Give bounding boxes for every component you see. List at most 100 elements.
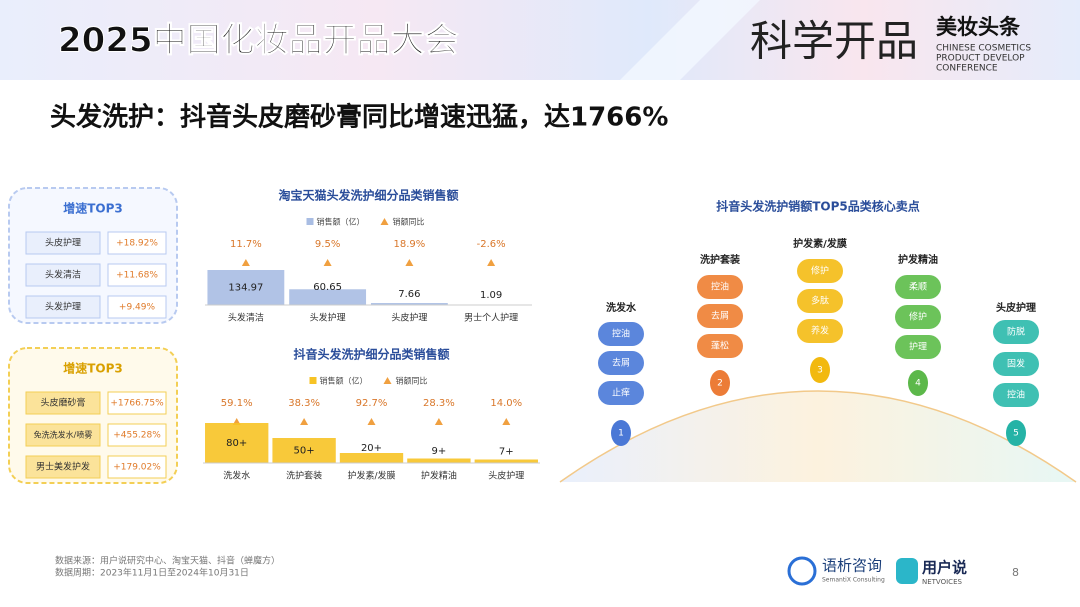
x-tick-label: 洗发水 [223, 470, 250, 482]
growth-marker [323, 259, 332, 266]
point-label: 护理 [909, 341, 927, 353]
x-tick-label: 护发素/发膜 [347, 470, 395, 482]
rank-marker [810, 357, 830, 383]
slide-title: 头发洗护：抖音头皮磨砂膏同比增速迅猛，达1766% [50, 102, 668, 133]
point-label: 柔顺 [909, 282, 927, 293]
point-label: 多肽 [811, 295, 829, 307]
row-label-box [25, 231, 101, 255]
point-label: 止痒 [612, 387, 630, 399]
growth-marker [434, 418, 443, 425]
point-label: 控油 [612, 328, 630, 340]
growth-label: 38.3% [288, 398, 320, 409]
bar [205, 423, 269, 463]
rank-marker [710, 370, 730, 396]
x-tick-label: 头皮护理 [488, 470, 524, 482]
event-title: 2025中国化妆品开品大会 [58, 21, 459, 61]
brand-en: CHINESE COSMETICS [936, 44, 1031, 54]
column-label: 护发精油 [898, 253, 938, 266]
rank-number: 1 [618, 429, 624, 439]
logo2-en: NETVOICES [922, 578, 962, 586]
point-pill [993, 383, 1039, 407]
x-tick-label: 头发清洁 [228, 312, 264, 324]
brand-big: 科学开品 [750, 17, 918, 66]
growth-label: 9.5% [315, 239, 340, 250]
page-number: 8 [1012, 566, 1019, 579]
row-value: +455.28% [113, 431, 161, 441]
row-label-box [25, 263, 101, 287]
arc [559, 390, 1077, 483]
column-label: 洗护套装 [700, 253, 740, 266]
point-pill [598, 351, 644, 375]
point-label: 固发 [1007, 358, 1025, 370]
point-label: 蓬松 [711, 340, 729, 352]
bar-value: 9+ [432, 446, 447, 457]
point-pill [993, 320, 1039, 344]
header-decor [620, 0, 760, 80]
growth-label: 18.9% [393, 239, 425, 250]
x-tick-label: 头皮护理 [391, 312, 427, 324]
point-pill [598, 322, 644, 346]
growth-label: 28.3% [423, 398, 455, 409]
row-label: 男士美发护发 [36, 461, 90, 473]
column-label: 护发素/发膜 [793, 237, 847, 250]
point-label: 养发 [811, 325, 829, 337]
point-pill [797, 319, 843, 343]
panel-title: 增速TOP3 [63, 361, 123, 376]
logo2: 用户说 [922, 559, 967, 577]
growth-marker [405, 259, 414, 266]
rank-marker [1006, 420, 1026, 446]
row-value: +9.49% [119, 303, 156, 313]
legend-swatch [309, 377, 317, 384]
bar-value: 7.66 [398, 289, 420, 300]
growth-marker [300, 418, 309, 425]
header-band [0, 0, 1080, 80]
legend-label: 销额同比 [393, 217, 425, 227]
point-pill [697, 334, 743, 358]
point-label: 修护 [909, 311, 927, 323]
panel-box [8, 347, 178, 484]
point-label: 防脱 [1007, 326, 1025, 338]
bar [272, 438, 336, 463]
growth-label: -2.6% [477, 239, 506, 250]
x-tick-label: 洗护套装 [286, 470, 322, 482]
rank-number: 5 [1013, 429, 1019, 439]
row-value: +18.92% [116, 239, 158, 249]
growth-marker [502, 418, 511, 425]
row-label-box [25, 455, 101, 479]
point-pill [697, 275, 743, 299]
point-pill [993, 352, 1039, 376]
row-value: +1766.75% [110, 399, 164, 409]
point-pill [895, 335, 941, 359]
legend-swatch [380, 218, 389, 225]
bar [207, 270, 285, 305]
logo1-icon [787, 556, 817, 586]
bar-value: 7+ [499, 446, 514, 457]
brand-logo: 美妆头条 [936, 15, 1021, 39]
bar [474, 459, 538, 463]
bar-value: 50+ [294, 446, 315, 457]
footer-source: 数据来源：用户说研究中心、淘宝天猫、抖音（蝉魔方） [55, 555, 280, 567]
point-label: 去屑 [711, 310, 729, 322]
column-label: 头皮护理 [996, 301, 1036, 314]
row-label: 头发护理 [45, 301, 81, 313]
bar-value: 80+ [226, 438, 247, 449]
logo1: 语析咨询 [822, 557, 882, 575]
chart-title: 淘宝天猫头发洗护细分品类销售额 [278, 188, 458, 203]
bar-value: 1.09 [480, 290, 502, 301]
growth-marker [241, 259, 250, 266]
legend-swatch [383, 377, 392, 384]
point-label: 修护 [811, 265, 829, 277]
rank-number: 2 [717, 379, 723, 389]
point-label: 控油 [1007, 389, 1025, 401]
panel-title: 增速TOP3 [63, 201, 123, 216]
bar-value: 20+ [361, 443, 382, 454]
legend-label: 销售额（亿） [317, 217, 365, 227]
point-label: 控油 [711, 281, 729, 293]
point-pill [895, 305, 941, 329]
bar [370, 303, 448, 305]
growth-label: 59.1% [221, 398, 253, 409]
logo2-icon [896, 558, 918, 584]
row-label: 头皮护理 [45, 237, 81, 249]
row-label: 头皮磨砂膏 [40, 397, 85, 409]
